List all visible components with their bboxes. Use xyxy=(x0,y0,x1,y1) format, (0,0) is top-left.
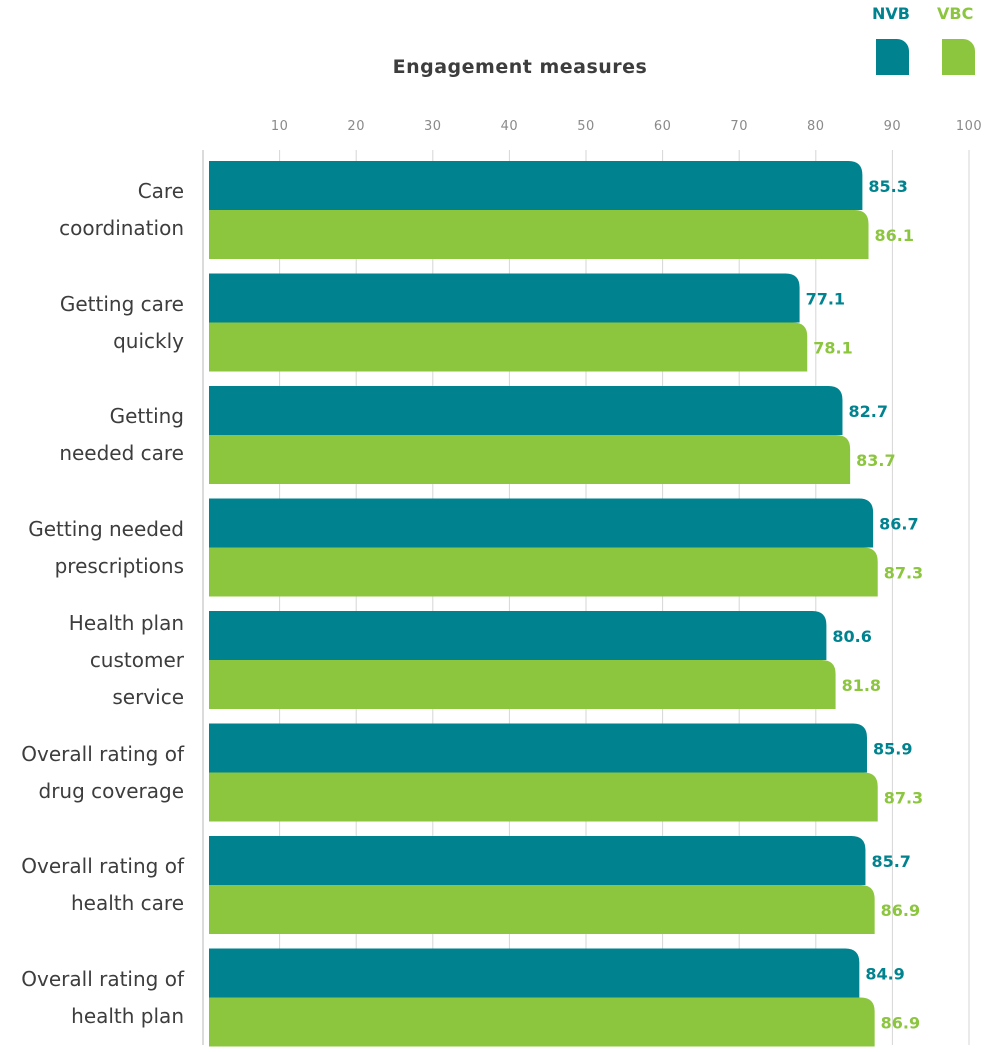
bar-vbc xyxy=(209,772,878,822)
value-label-vbc: 81.8 xyxy=(842,676,881,695)
bar-nvb xyxy=(209,386,843,435)
x-tick-label: 100 xyxy=(956,119,982,134)
value-label-vbc: 87.3 xyxy=(884,564,923,583)
bar-nvb xyxy=(209,161,863,210)
bar-nvb xyxy=(209,948,860,998)
bar-vbc xyxy=(209,547,878,597)
value-label-nvb: 85.3 xyxy=(868,177,907,196)
bar-vbc xyxy=(209,210,869,259)
x-tick-label: 10 xyxy=(271,119,289,134)
bar-nvb xyxy=(209,498,874,548)
legend-label-vbc: VBC xyxy=(937,4,974,23)
value-label-nvb: 80.6 xyxy=(832,627,871,646)
x-tick-label: 20 xyxy=(347,119,365,134)
value-label-nvb: 85.7 xyxy=(871,852,910,871)
category-label: Getting needed prescriptions xyxy=(28,516,184,578)
chart-title: Engagement measures xyxy=(392,56,648,78)
bar-nvb xyxy=(209,611,827,660)
x-tick-labels: 10 20 30 40 50 60 70 80 90 100 xyxy=(271,119,982,134)
value-label-nvb: 84.9 xyxy=(865,965,904,984)
value-label-vbc: 87.3 xyxy=(884,789,923,808)
bar-nvb xyxy=(209,273,800,323)
legend-label-nvb: NVB xyxy=(872,4,910,23)
x-tick-label: 50 xyxy=(577,119,595,134)
bar-vbc xyxy=(209,660,836,709)
category-label: Care coordination xyxy=(59,179,184,240)
value-label-vbc: 78.1 xyxy=(813,339,852,358)
bar-vbc xyxy=(209,322,808,372)
category-label: Overall rating of health care xyxy=(21,854,184,915)
value-label-vbc: 86.9 xyxy=(881,901,920,920)
x-tick-label: 70 xyxy=(730,119,748,134)
x-tick-label: 40 xyxy=(501,119,519,134)
category-label: Overall rating of health plan xyxy=(21,966,184,1028)
value-label-vbc: 86.9 xyxy=(881,1014,920,1033)
x-tick-label: 90 xyxy=(884,119,902,134)
bar-vbc xyxy=(209,435,851,484)
category-label: Health plan customer service xyxy=(68,610,184,709)
value-labels: 85.3 86.1 77.1 78.1 82.7 83.7 86.7 87.3 80.6 81.8… xyxy=(806,177,924,1033)
x-tick-label: 30 xyxy=(424,119,442,134)
value-label-nvb: 86.7 xyxy=(879,515,918,534)
bar-vbc xyxy=(209,997,875,1047)
bar-vbc xyxy=(209,885,875,934)
category-label: Getting needed care xyxy=(59,404,184,465)
legend-swatch-nvb xyxy=(876,39,909,75)
category-label: Overall rating of drug coverage xyxy=(21,741,184,803)
value-label-vbc: 86.1 xyxy=(875,226,914,245)
category-label: Getting care quickly xyxy=(59,291,184,353)
bars xyxy=(209,161,878,1047)
value-label-nvb: 82.7 xyxy=(848,402,887,421)
value-label-nvb: 77.1 xyxy=(806,290,845,309)
value-label-nvb: 85.9 xyxy=(873,740,912,759)
value-label-vbc: 83.7 xyxy=(856,451,895,470)
legend-swatch-vbc xyxy=(942,39,975,75)
bar-nvb xyxy=(209,836,866,885)
x-tick-label: 80 xyxy=(807,119,825,134)
x-tick-label: 60 xyxy=(654,119,672,134)
bar-nvb xyxy=(209,723,867,773)
